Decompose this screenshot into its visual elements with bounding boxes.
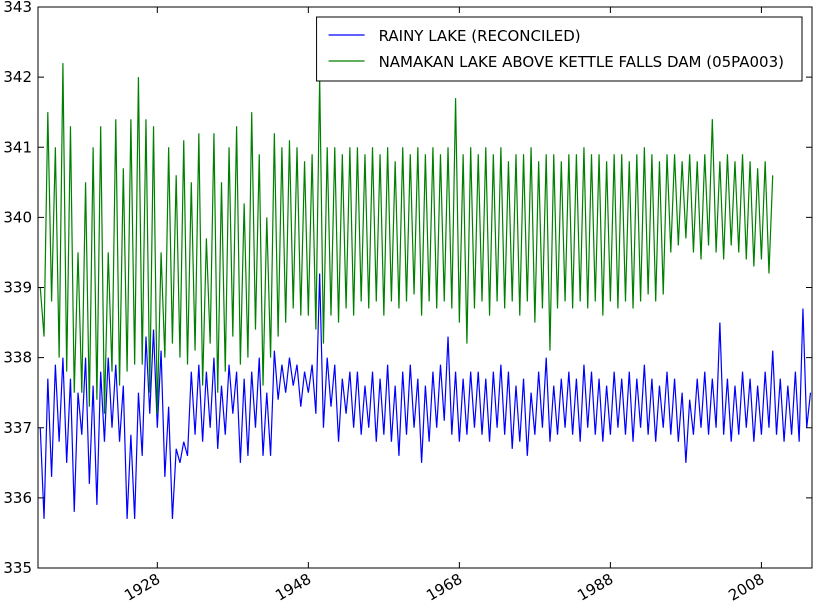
y-tick-label: 340	[3, 208, 32, 226]
y-tick-label: 335	[3, 559, 32, 577]
x-tick-label: 1968	[423, 570, 465, 605]
y-tick-label: 341	[3, 138, 32, 156]
data-line	[39, 63, 774, 414]
x-tick-label: 1948	[272, 570, 314, 605]
y-tick-label: 343	[3, 0, 32, 16]
legend: RAINY LAKE (RECONCILED) NAMAKAN LAKE ABOV…	[316, 16, 803, 82]
data-line	[39, 273, 812, 519]
y-tick-label: 338	[3, 349, 32, 367]
legend-box	[316, 16, 803, 82]
y-tick-label: 342	[3, 68, 32, 86]
y-tick-label: 337	[3, 419, 32, 437]
x-tick-label: 1988	[574, 570, 616, 605]
y-tick-label: 336	[3, 489, 32, 507]
legend-label: NAMAKAN LAKE ABOVE KETTLE FALLS DAM (05P…	[379, 53, 784, 71]
legend-label: RAINY LAKE (RECONCILED)	[379, 27, 581, 45]
y-tick-label: 339	[3, 279, 32, 297]
x-tick-label: 2008	[725, 570, 767, 605]
x-tick-label: 1928	[121, 570, 163, 605]
plot-frame	[37, 6, 813, 569]
